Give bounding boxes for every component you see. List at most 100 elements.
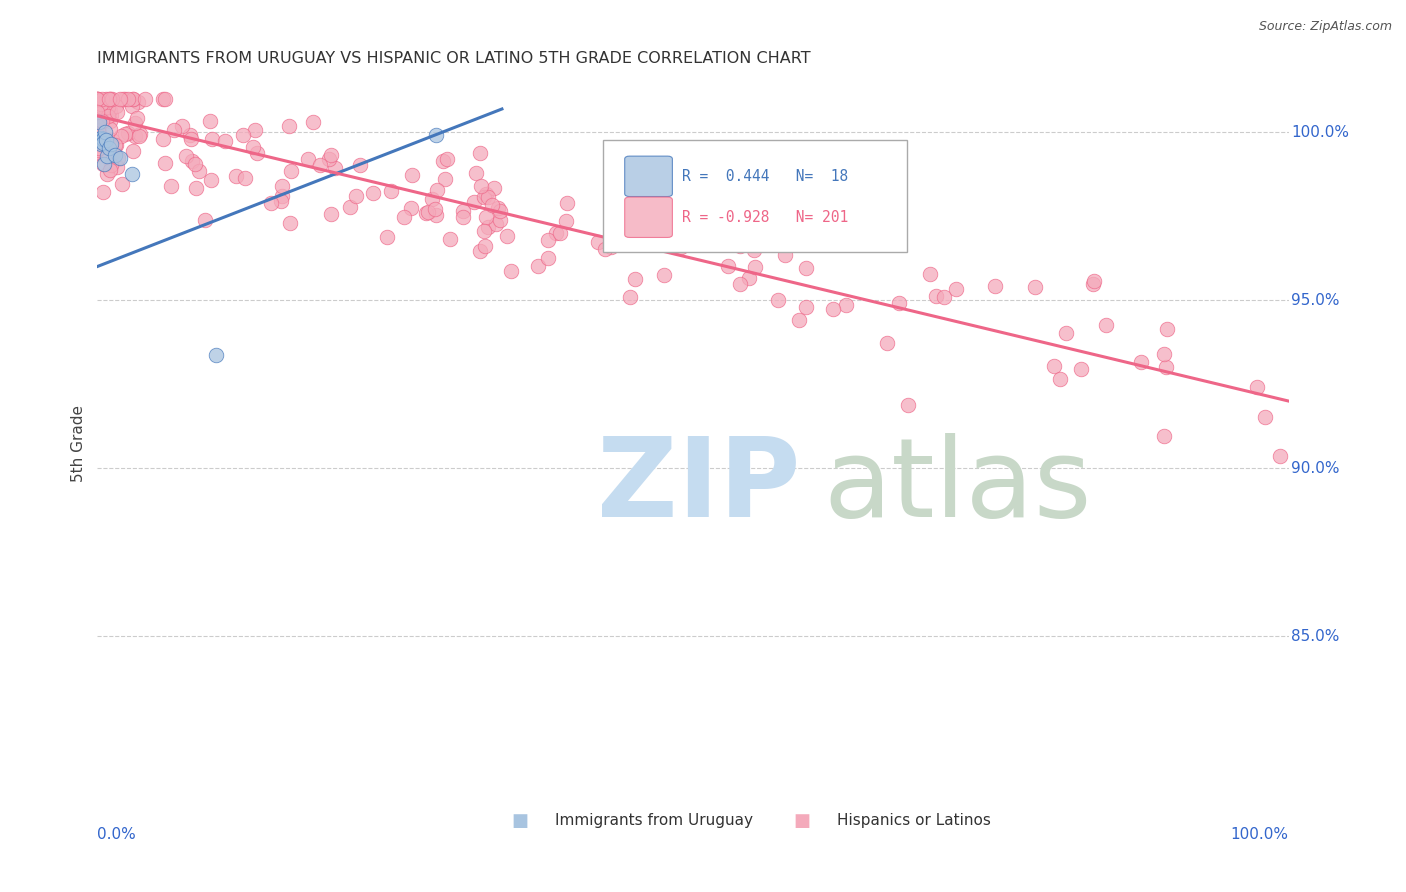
Point bbox=[470, 179, 492, 194]
Point bbox=[107, 152, 129, 166]
Point bbox=[87, 141, 110, 155]
Point bbox=[87, 115, 110, 129]
Y-axis label: 5th Grade: 5th Grade bbox=[72, 405, 86, 482]
Point bbox=[124, 129, 146, 144]
Point bbox=[242, 140, 264, 154]
FancyBboxPatch shape bbox=[603, 140, 907, 252]
Point bbox=[96, 148, 118, 162]
Point bbox=[325, 161, 347, 176]
Point bbox=[1083, 277, 1105, 292]
Point bbox=[225, 169, 247, 183]
Point bbox=[270, 194, 292, 209]
Point bbox=[876, 335, 898, 350]
Point bbox=[271, 179, 294, 194]
Point bbox=[1054, 326, 1077, 341]
Point bbox=[432, 153, 454, 168]
Point bbox=[200, 173, 222, 187]
Text: 95.0%: 95.0% bbox=[1291, 293, 1340, 308]
Point bbox=[481, 198, 503, 212]
Point bbox=[98, 114, 121, 128]
Point bbox=[90, 131, 112, 145]
Text: ZIP: ZIP bbox=[598, 433, 800, 540]
Point bbox=[669, 239, 692, 253]
Point bbox=[477, 219, 499, 234]
Point bbox=[1024, 280, 1046, 294]
Point bbox=[86, 92, 108, 106]
Point bbox=[246, 146, 269, 161]
Point bbox=[482, 181, 505, 195]
Point bbox=[104, 137, 127, 152]
Point bbox=[93, 156, 115, 170]
Point bbox=[675, 221, 697, 235]
Point bbox=[260, 195, 283, 210]
Text: 100.0%: 100.0% bbox=[1230, 828, 1289, 842]
Point bbox=[278, 216, 301, 230]
Point bbox=[1083, 274, 1105, 288]
Point bbox=[555, 195, 578, 210]
Point bbox=[214, 134, 236, 148]
Point bbox=[835, 298, 858, 312]
Text: ■: ■ bbox=[512, 812, 529, 830]
Point bbox=[1043, 359, 1066, 373]
Point bbox=[925, 289, 948, 303]
Point bbox=[436, 152, 458, 166]
Point bbox=[1270, 449, 1292, 463]
Point bbox=[420, 192, 443, 206]
Point bbox=[717, 259, 740, 273]
Point bbox=[105, 98, 128, 112]
Point bbox=[527, 259, 550, 273]
Text: Source: ZipAtlas.com: Source: ZipAtlas.com bbox=[1258, 20, 1392, 33]
Point bbox=[309, 157, 332, 171]
Point bbox=[101, 133, 124, 147]
Point bbox=[1094, 318, 1116, 332]
Point bbox=[170, 119, 193, 133]
Point bbox=[349, 158, 371, 172]
Point bbox=[468, 145, 491, 160]
Point bbox=[122, 144, 145, 158]
Point bbox=[98, 103, 121, 117]
Point bbox=[90, 100, 112, 114]
Point bbox=[426, 184, 449, 198]
Point bbox=[243, 123, 266, 137]
Point bbox=[98, 92, 121, 106]
Point bbox=[91, 92, 114, 106]
Point bbox=[321, 207, 343, 221]
Point bbox=[499, 264, 522, 278]
Point bbox=[319, 148, 342, 162]
Point bbox=[984, 279, 1007, 293]
Point bbox=[474, 186, 496, 201]
Point bbox=[603, 217, 626, 231]
Point bbox=[134, 92, 156, 106]
Point bbox=[548, 227, 571, 241]
Point bbox=[451, 204, 474, 219]
Point bbox=[1254, 410, 1277, 425]
Point bbox=[103, 145, 125, 159]
Point bbox=[87, 112, 110, 126]
Point bbox=[180, 131, 202, 145]
Point bbox=[174, 149, 197, 163]
Point bbox=[152, 92, 174, 106]
Point bbox=[416, 205, 439, 219]
Point bbox=[117, 92, 139, 106]
Point bbox=[110, 152, 132, 166]
Point bbox=[945, 282, 967, 296]
Point bbox=[301, 115, 323, 129]
Point bbox=[117, 127, 139, 141]
Point bbox=[488, 213, 510, 227]
Point bbox=[773, 248, 796, 262]
Point bbox=[86, 114, 108, 128]
Point bbox=[425, 208, 447, 222]
Point bbox=[742, 243, 765, 257]
Point bbox=[920, 267, 942, 281]
Point bbox=[486, 201, 509, 215]
Point bbox=[200, 114, 222, 128]
Point bbox=[451, 210, 474, 224]
Point bbox=[110, 128, 132, 143]
Point bbox=[728, 277, 751, 291]
Point bbox=[297, 153, 319, 167]
Point bbox=[477, 189, 499, 203]
Point bbox=[152, 132, 174, 146]
Point bbox=[468, 244, 491, 258]
Point bbox=[465, 166, 488, 180]
Point bbox=[98, 122, 121, 136]
